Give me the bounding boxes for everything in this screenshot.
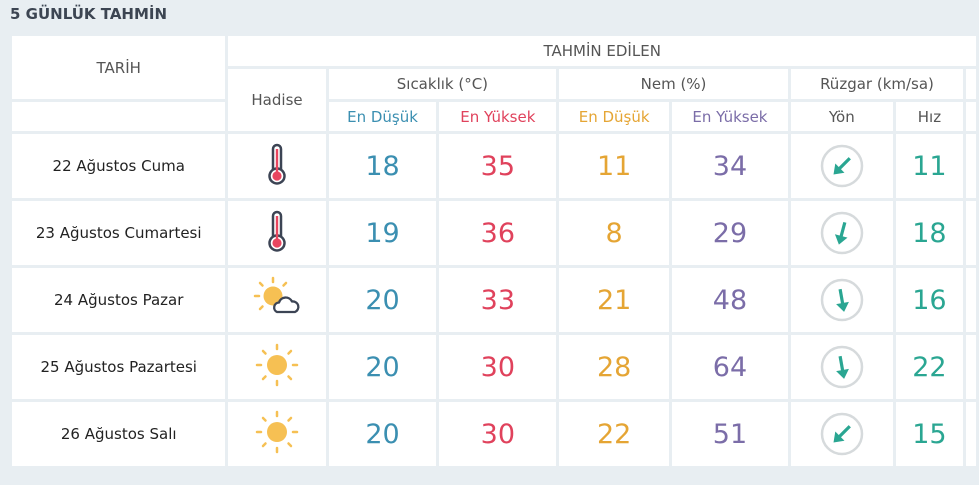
thermometer-icon xyxy=(262,142,292,190)
hadise-cell xyxy=(228,402,326,466)
wind-speed: 16 xyxy=(895,268,964,332)
extra-cell xyxy=(966,402,976,466)
partly-cloudy-icon xyxy=(252,275,302,325)
temp-low: 20 xyxy=(328,268,437,332)
header-temp-high: En Yüksek xyxy=(439,102,557,131)
wind-direction-arrow-icon xyxy=(820,412,864,456)
wind-direction-cell xyxy=(790,268,893,332)
sun-icon xyxy=(254,342,300,392)
wind-speed: 15 xyxy=(895,402,964,466)
temp-high: 36 xyxy=(439,201,557,265)
sun-icon xyxy=(254,409,300,459)
temp-low: 20 xyxy=(328,402,437,466)
header-sicaklik: Sıcaklık (°C) xyxy=(328,69,557,99)
wind-direction-arrow-icon xyxy=(820,211,864,255)
extra-cell xyxy=(966,268,976,332)
thermometer-icon xyxy=(262,209,292,257)
wind-direction-arrow-icon xyxy=(820,144,864,188)
header-nem: Nem (%) xyxy=(559,69,788,99)
header-wind-speed: Hız xyxy=(895,102,964,131)
header-hum-low: En Düşük xyxy=(559,102,670,131)
humidity-high: 64 xyxy=(672,335,788,399)
forecast-row: 24 Ağustos Pazar 20 33 21 48 16 xyxy=(12,268,976,332)
header-extra xyxy=(966,69,976,99)
forecast-row: 26 Ağustos Salı 20 30 22 51 15 xyxy=(12,402,976,466)
wind-speed: 18 xyxy=(895,201,964,265)
extra-cell xyxy=(966,335,976,399)
humidity-low: 22 xyxy=(559,402,670,466)
hadise-cell xyxy=(228,134,326,198)
wind-direction-cell xyxy=(790,402,893,466)
header-tarih-blank xyxy=(12,102,226,131)
date-cell: 26 Ağustos Salı xyxy=(12,402,226,466)
wind-speed: 22 xyxy=(895,335,964,399)
hadise-cell xyxy=(228,268,326,332)
hadise-cell xyxy=(228,335,326,399)
wind-direction-arrow-icon xyxy=(820,278,864,322)
header-hadise: Hadise xyxy=(228,69,326,131)
humidity-high: 29 xyxy=(672,201,788,265)
page-title: 5 GÜNLÜK TAHMİN xyxy=(10,5,168,23)
humidity-low: 8 xyxy=(559,201,670,265)
humidity-low: 21 xyxy=(559,268,670,332)
temp-high: 35 xyxy=(439,134,557,198)
forecast-row: 22 Ağustos Cuma 18 35 11 34 11 xyxy=(12,134,976,198)
forecast-table: TARİH TAHMİN EDİLEN Hadise Sıcaklık (°C)… xyxy=(9,33,979,469)
header-extra xyxy=(966,102,976,131)
wind-direction-cell xyxy=(790,134,893,198)
date-cell: 22 Ağustos Cuma xyxy=(12,134,226,198)
forecast-row: 23 Ağustos Cumartesi 19 36 8 29 18 xyxy=(12,201,976,265)
header-ruzgar: Rüzgar (km/sa) xyxy=(790,69,964,99)
temp-low: 19 xyxy=(328,201,437,265)
header-tahmin: TAHMİN EDİLEN xyxy=(228,36,976,66)
humidity-low: 11 xyxy=(559,134,670,198)
header-hum-high: En Yüksek xyxy=(672,102,788,131)
temp-high: 33 xyxy=(439,268,557,332)
wind-speed: 11 xyxy=(895,134,964,198)
header-temp-low: En Düşük xyxy=(328,102,437,131)
wind-direction-cell xyxy=(790,201,893,265)
wind-direction-arrow-icon xyxy=(820,345,864,389)
header-tarih: TARİH xyxy=(12,36,226,99)
forecast-row: 25 Ağustos Pazartesi 20 30 28 64 22 xyxy=(12,335,976,399)
date-cell: 23 Ağustos Cumartesi xyxy=(12,201,226,265)
temp-high: 30 xyxy=(439,335,557,399)
header-wind-dir: Yön xyxy=(790,102,893,131)
temp-low: 18 xyxy=(328,134,437,198)
extra-cell xyxy=(966,201,976,265)
humidity-high: 48 xyxy=(672,268,788,332)
humidity-high: 34 xyxy=(672,134,788,198)
hadise-cell xyxy=(228,201,326,265)
wind-direction-cell xyxy=(790,335,893,399)
extra-cell xyxy=(966,134,976,198)
temp-high: 30 xyxy=(439,402,557,466)
temp-low: 20 xyxy=(328,335,437,399)
date-cell: 24 Ağustos Pazar xyxy=(12,268,226,332)
humidity-low: 28 xyxy=(559,335,670,399)
humidity-high: 51 xyxy=(672,402,788,466)
date-cell: 25 Ağustos Pazartesi xyxy=(12,335,226,399)
